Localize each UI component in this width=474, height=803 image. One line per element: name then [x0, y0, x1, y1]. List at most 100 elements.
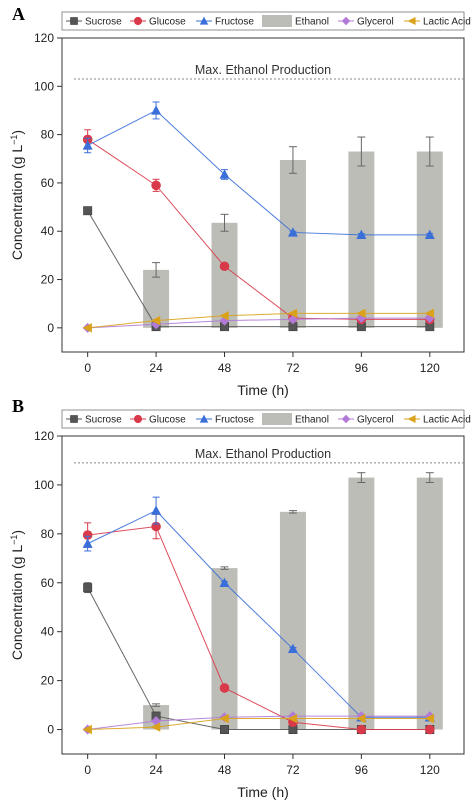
ethanol-bar: [348, 477, 375, 730]
glucose-point: [356, 724, 367, 735]
legend-swatch-ethanol: [262, 15, 292, 27]
legend-marker-glucose: [133, 414, 143, 424]
max-ethanol-label: Max. Ethanol Production: [195, 63, 331, 77]
lactic-acid-line: [87, 312, 430, 329]
fructose-point: [424, 229, 435, 240]
fructose-point: [151, 505, 162, 515]
y-tick-label: 0: [47, 321, 54, 335]
x-tick-label: 96: [355, 763, 369, 777]
x-tick-label: 96: [355, 361, 369, 375]
y-tick-label: 120: [34, 31, 54, 45]
fructose-point: [82, 140, 93, 150]
x-tick-label: 48: [218, 361, 232, 375]
fructose-point: [287, 227, 298, 237]
y-tick-label: 60: [41, 176, 55, 190]
legend-marker-glucose: [133, 16, 143, 26]
sucrose-line: [87, 210, 430, 328]
legend-label-lactic-acid: Lactic Acid: [423, 415, 471, 426]
lactic-acid-point: [424, 308, 434, 319]
legend-label-sucrose: Sucrose: [85, 415, 122, 426]
glucose-point: [424, 724, 435, 735]
ethanol-bar: [416, 477, 443, 730]
ethanol-bar: [279, 511, 306, 730]
panel-A: A 0 20 40 60 80 100 120 0 24 48 72 96 120 Time (h) Conc…: [9, 4, 471, 398]
lactic-acid-point: [150, 315, 161, 326]
lactic-acid-point: [356, 713, 366, 724]
fructose-point: [82, 538, 93, 548]
panel-B: B 0 20 40 60 80 100 120 0 24 48 72 96 120 Time (h) Conc…: [9, 396, 471, 800]
y-tick-label: 40: [41, 224, 55, 238]
x-tick-label: 0: [84, 361, 91, 375]
legend-label-ethanol: Ethanol: [295, 17, 329, 28]
lactic-acid-point: [219, 311, 229, 321]
glucose-point: [219, 683, 230, 693]
y-tick-label: 120: [34, 429, 54, 443]
ethanol-bar: [348, 151, 375, 328]
x-tick-label: 72: [286, 763, 300, 777]
y-tick-label: 0: [47, 723, 54, 737]
y-tick-label: 40: [41, 625, 55, 639]
y-axis-title: Concentration (g L−1): [9, 530, 25, 660]
y-tick-label: 100: [34, 79, 54, 93]
glucose-line: [87, 139, 430, 320]
lactic-acid-point: [287, 713, 298, 724]
lactic-acid-point: [356, 308, 366, 319]
x-tick-label: 120: [420, 361, 440, 375]
legend-label-glycerol: Glycerol: [357, 17, 394, 28]
x-tick-label: 48: [218, 763, 232, 777]
sucrose-point: [220, 725, 229, 734]
x-tick-label: 24: [149, 361, 163, 375]
glucose-line: [87, 525, 430, 731]
legend-marker-lactic-acid: [407, 415, 416, 423]
legend-marker-sucrose: [70, 17, 78, 25]
y-tick-label: 20: [41, 674, 55, 688]
fructose-point: [219, 169, 230, 179]
lactic-acid-point: [287, 308, 298, 319]
legend-marker-fructose: [199, 16, 209, 25]
x-axis-title: Time (h): [237, 784, 289, 800]
x-tick-label: 120: [420, 763, 440, 777]
fructose-point: [356, 229, 367, 240]
legend-label-fructose: Fructose: [215, 17, 254, 28]
y-axis-title: Concentration (g L−1): [9, 130, 25, 260]
fructose-line: [87, 509, 430, 718]
plot-frame: [61, 435, 465, 755]
y-tick-label: 80: [41, 527, 55, 541]
glycerol-line: [87, 715, 430, 731]
lactic-acid-point: [82, 724, 92, 735]
ethanol-bar: [211, 568, 238, 730]
fructose-point: [287, 643, 298, 654]
ethanol-bar: [211, 222, 238, 328]
lactic-acid-point: [424, 713, 434, 724]
lactic-acid-point: [219, 713, 229, 724]
fructose-point: [219, 577, 230, 587]
x-tick-label: 72: [286, 361, 300, 375]
glucose-point: [82, 530, 93, 540]
max-ethanol-label: Max. Ethanol Production: [195, 447, 331, 461]
glycerol-line: [87, 317, 430, 329]
ethanol-bar: [279, 159, 306, 328]
panel-letter: A: [12, 4, 25, 24]
x-axis-title: Time (h): [237, 382, 289, 398]
sucrose-point: [83, 583, 93, 593]
legend-label-glycerol: Glycerol: [357, 415, 394, 426]
lactic-acid-line: [87, 718, 430, 731]
y-tick-label: 20: [41, 273, 55, 287]
x-tick-label: 24: [149, 763, 163, 777]
lactic-acid-point: [82, 323, 92, 333]
legend-marker-sucrose: [70, 415, 78, 423]
fructose-line: [87, 109, 430, 236]
legend-marker-glycerol: [341, 414, 351, 424]
legend-label-glucose: Glucose: [149, 415, 186, 426]
panel-letter: B: [12, 396, 24, 416]
legend-label-ethanol: Ethanol: [295, 415, 329, 426]
sucrose-point: [83, 206, 93, 216]
x-tick-label: 0: [84, 763, 91, 777]
legend-label-fructose: Fructose: [215, 415, 254, 426]
legend-marker-lactic-acid: [407, 17, 416, 25]
ethanol-bar: [416, 151, 443, 328]
y-tick-label: 60: [41, 576, 55, 590]
y-tick-label: 100: [34, 478, 54, 492]
